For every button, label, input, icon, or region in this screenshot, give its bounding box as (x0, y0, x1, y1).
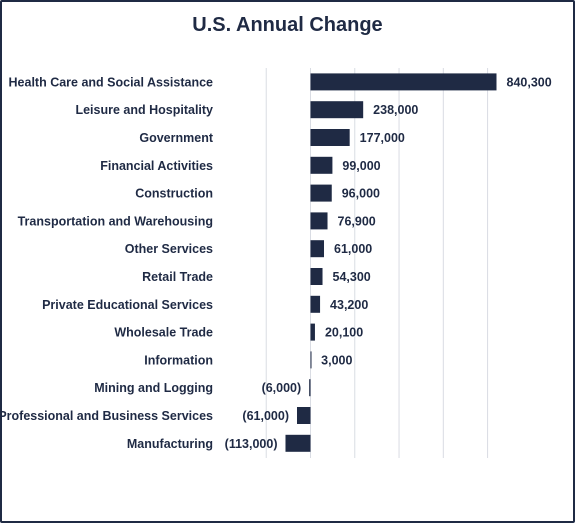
data-label: 54,300 (333, 270, 371, 284)
category-label: Other Services (125, 242, 213, 256)
data-label: 20,100 (325, 326, 363, 340)
data-label: (6,000) (262, 381, 302, 395)
bar (310, 156, 333, 174)
bar (285, 434, 311, 452)
category-label: Manufacturing (127, 437, 213, 451)
data-label: 840,300 (507, 75, 552, 89)
chart-title: U.S. Annual Change (192, 14, 383, 36)
category-label: Financial Activities (100, 159, 213, 173)
category-label: Information (144, 353, 213, 367)
bar (309, 379, 311, 397)
bar (310, 73, 497, 91)
category-label: Private Educational Services (42, 298, 213, 312)
bar (310, 129, 350, 146)
bar (310, 101, 364, 119)
category-label: Retail Trade (142, 270, 213, 284)
bar (310, 184, 332, 202)
data-label: 99,000 (342, 159, 380, 173)
data-label: 43,200 (330, 298, 368, 312)
category-label: Construction (135, 187, 213, 201)
data-label: 177,000 (360, 131, 405, 145)
category-label: Wholesale Trade (114, 326, 213, 340)
data-label: 61,000 (334, 242, 372, 256)
category-label: Leisure and Hospitality (75, 103, 213, 117)
bar (310, 323, 315, 341)
data-label: 96,000 (342, 187, 380, 201)
bar (310, 212, 328, 230)
bar (296, 407, 311, 424)
data-label: 76,900 (338, 214, 376, 228)
category-label: Professional and Business Services (0, 409, 213, 423)
category-label: Health Care and Social Assistance (9, 75, 214, 89)
data-label: 238,000 (373, 103, 418, 117)
bar (310, 268, 323, 285)
bar (310, 240, 325, 258)
data-label: (61,000) (242, 409, 289, 423)
category-label: Government (139, 131, 213, 145)
data-label: (113,000) (225, 437, 278, 451)
bar (310, 351, 312, 369)
category-label: Transportation and Warehousing (18, 214, 213, 228)
category-label: Mining and Logging (94, 381, 213, 395)
data-label: 3,000 (321, 353, 352, 367)
bar (310, 295, 321, 313)
